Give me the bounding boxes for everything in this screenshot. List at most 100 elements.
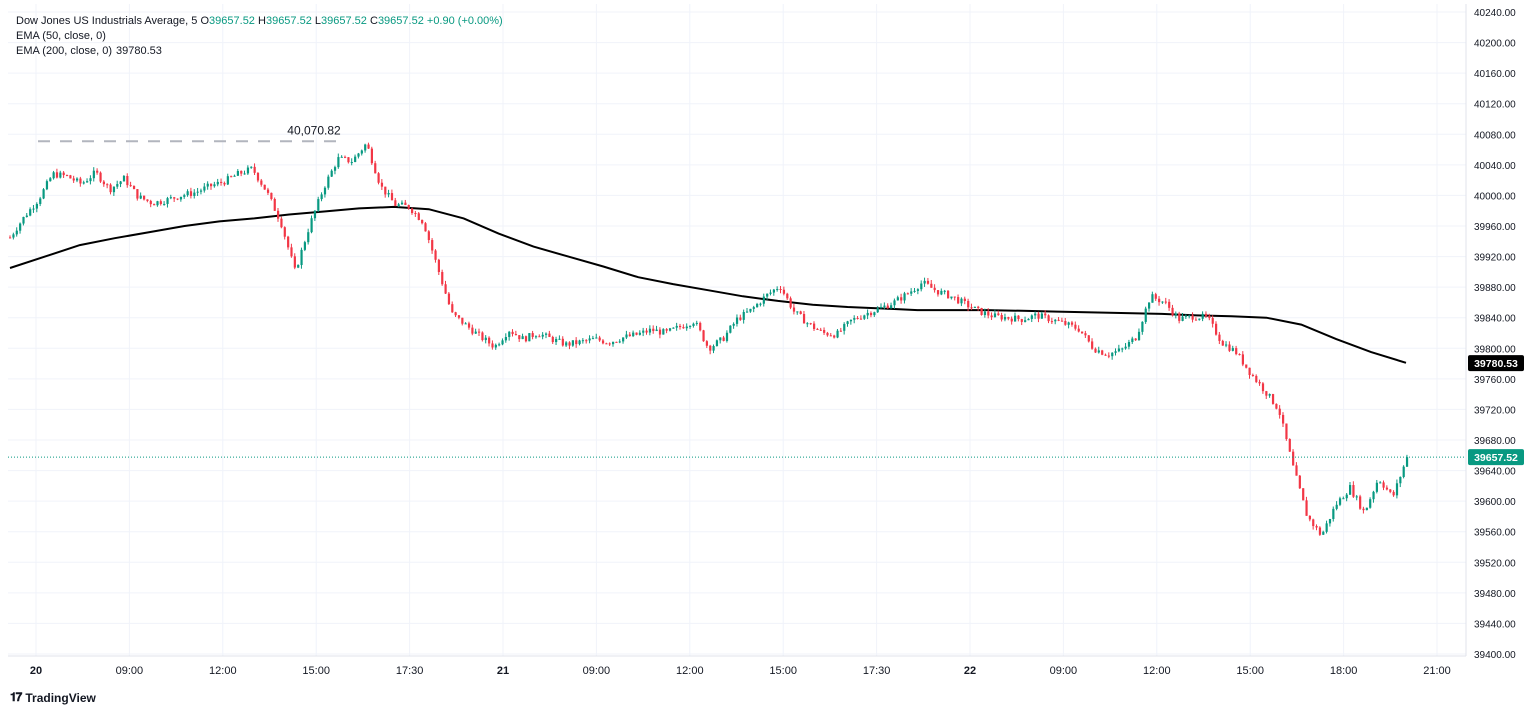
candle-body xyxy=(186,191,189,196)
candle-body xyxy=(464,323,467,325)
candle-body xyxy=(484,337,487,341)
candle-body xyxy=(478,331,481,333)
candle-body xyxy=(1245,364,1248,368)
candle-body xyxy=(86,181,89,183)
candle-body xyxy=(333,167,337,171)
candle-body xyxy=(139,195,142,199)
candle-body xyxy=(96,170,99,173)
candle-body xyxy=(1399,476,1402,484)
candle-body xyxy=(1037,313,1040,319)
candle-body xyxy=(1369,499,1372,508)
candle-body xyxy=(816,328,819,330)
candle-body xyxy=(1335,504,1338,509)
candle-body xyxy=(612,341,615,345)
candle-body xyxy=(129,185,132,187)
candle-body xyxy=(1158,298,1161,303)
candle-body xyxy=(970,307,973,309)
candle-body xyxy=(35,203,38,209)
candle-body xyxy=(1342,498,1345,500)
candle-body xyxy=(896,297,899,301)
candle-body xyxy=(82,182,85,184)
candle-body xyxy=(136,189,139,199)
candle-body xyxy=(1117,348,1121,352)
candle-body xyxy=(307,232,310,243)
candle-body xyxy=(987,311,990,316)
ema50-legend-row[interactable]: EMA (50, close, 0) xyxy=(16,29,503,44)
candle-body xyxy=(980,307,983,316)
candle-body xyxy=(1285,423,1288,440)
candle-body xyxy=(973,306,976,308)
candle-body xyxy=(65,175,69,177)
candle-body xyxy=(1101,350,1104,355)
candle-body xyxy=(29,209,32,216)
x-tick-label: 12:00 xyxy=(1143,665,1171,677)
candle-body xyxy=(253,166,256,173)
candle-body xyxy=(451,304,454,313)
ema200-legend-row[interactable]: EMA (200, close, 0) 39780.53 xyxy=(16,44,503,59)
candle-body xyxy=(591,338,595,340)
candle-body xyxy=(347,157,350,163)
candle-body xyxy=(1204,313,1208,316)
candle-body xyxy=(772,289,775,293)
candle-body xyxy=(1121,348,1124,350)
candle-body xyxy=(571,340,574,346)
candle-body xyxy=(977,306,980,308)
candle-body xyxy=(1184,315,1188,317)
candle-body xyxy=(859,318,863,320)
x-tick-label: 21 xyxy=(497,665,509,677)
candle-body xyxy=(967,300,970,308)
candle-body xyxy=(595,337,598,339)
candle-body xyxy=(1134,338,1137,341)
candle-body xyxy=(246,167,250,174)
interval[interactable]: 5 xyxy=(191,15,198,27)
candle-body xyxy=(521,336,524,340)
candle-body xyxy=(883,305,886,307)
candle-body xyxy=(216,181,219,185)
candle-body xyxy=(437,259,440,273)
candle-body xyxy=(1268,394,1271,396)
candle-body xyxy=(260,180,263,185)
candle-body xyxy=(565,342,568,346)
candle-body xyxy=(424,223,427,232)
y-tick-label: 40080.00 xyxy=(1474,130,1516,141)
candle-body xyxy=(69,175,72,179)
candle-body xyxy=(910,291,913,294)
candle-body xyxy=(950,296,953,299)
high-value: 39657.52 xyxy=(265,15,312,27)
candle-body xyxy=(1308,515,1311,520)
candle-body xyxy=(511,331,514,335)
candle-body xyxy=(39,198,42,204)
candle-body xyxy=(1201,313,1204,319)
candle-body xyxy=(1164,301,1167,303)
candle-body xyxy=(327,176,330,188)
candle-body xyxy=(19,223,22,231)
candle-body xyxy=(9,237,12,239)
candle-body xyxy=(1218,334,1221,341)
candle-body xyxy=(79,178,82,184)
candle-body xyxy=(176,198,179,200)
candle-body xyxy=(494,344,497,348)
candle-body xyxy=(1067,322,1070,325)
candle-body xyxy=(528,333,531,342)
candle-body xyxy=(1251,374,1255,376)
candle-body xyxy=(1194,319,1198,321)
x-tick-label: 18:00 xyxy=(1330,665,1358,677)
instrument-name[interactable]: Dow Jones US Industrials Average xyxy=(16,15,186,27)
candle-body xyxy=(742,311,745,320)
candle-body xyxy=(1010,318,1013,322)
candle-body xyxy=(538,336,541,338)
candle-body xyxy=(652,328,655,332)
candle-body xyxy=(116,184,119,187)
candle-body xyxy=(390,193,394,201)
candle-body xyxy=(856,318,859,320)
candle-body xyxy=(675,325,678,328)
candle-body xyxy=(518,335,521,340)
candle-body xyxy=(802,313,806,324)
tradingview-logo[interactable]: 𝟏𝟕 TradingView xyxy=(10,690,96,705)
candle-body xyxy=(199,190,203,192)
candle-body xyxy=(829,335,832,337)
ema200-value: 39780.53 xyxy=(116,45,162,57)
x-tick-label: 17:30 xyxy=(396,665,424,677)
candle-body xyxy=(277,210,280,219)
